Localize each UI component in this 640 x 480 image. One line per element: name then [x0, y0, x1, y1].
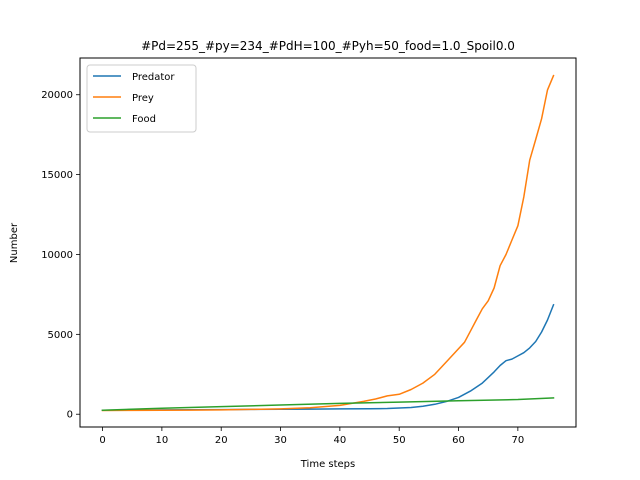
legend: Predator Prey Food	[86, 64, 197, 133]
x-tick-label: 10	[156, 435, 169, 446]
legend-label-prey: Prey	[132, 93, 154, 104]
x-tick-label: 20	[215, 435, 228, 446]
y-tick-label: 15000	[41, 170, 73, 181]
series-line-prey	[101, 74, 555, 412]
plot-frame	[79, 57, 577, 428]
x-tick-label: 70	[511, 435, 524, 446]
series-line-food	[101, 397, 555, 411]
y-tick-label: 20000	[41, 90, 73, 101]
x-tick-label: 50	[393, 435, 406, 446]
y-tick-label: 10000	[41, 250, 73, 261]
x-tick-label: 60	[452, 435, 465, 446]
x-tick-label: 30	[274, 435, 287, 446]
x-axis: 0 10 20 30 40 50 60 70	[99, 427, 524, 446]
x-axis-label: Time steps	[300, 459, 356, 470]
legend-label-predator: Predator	[132, 72, 175, 83]
x-tick-label: 0	[99, 435, 105, 446]
y-axis-label: Number	[9, 222, 20, 263]
x-tick-label: 40	[333, 435, 346, 446]
chart-title: #Pd=255_#py=234_#PdH=100_#Pyh=50_food=1.…	[141, 39, 515, 53]
y-axis: 0 5000 10000 15000 20000	[41, 90, 80, 421]
legend-label-food: Food	[132, 114, 156, 125]
y-tick-label: 0	[67, 410, 73, 421]
y-tick-label: 5000	[48, 330, 73, 341]
series-layer	[101, 74, 555, 412]
legend-box	[86, 64, 197, 133]
